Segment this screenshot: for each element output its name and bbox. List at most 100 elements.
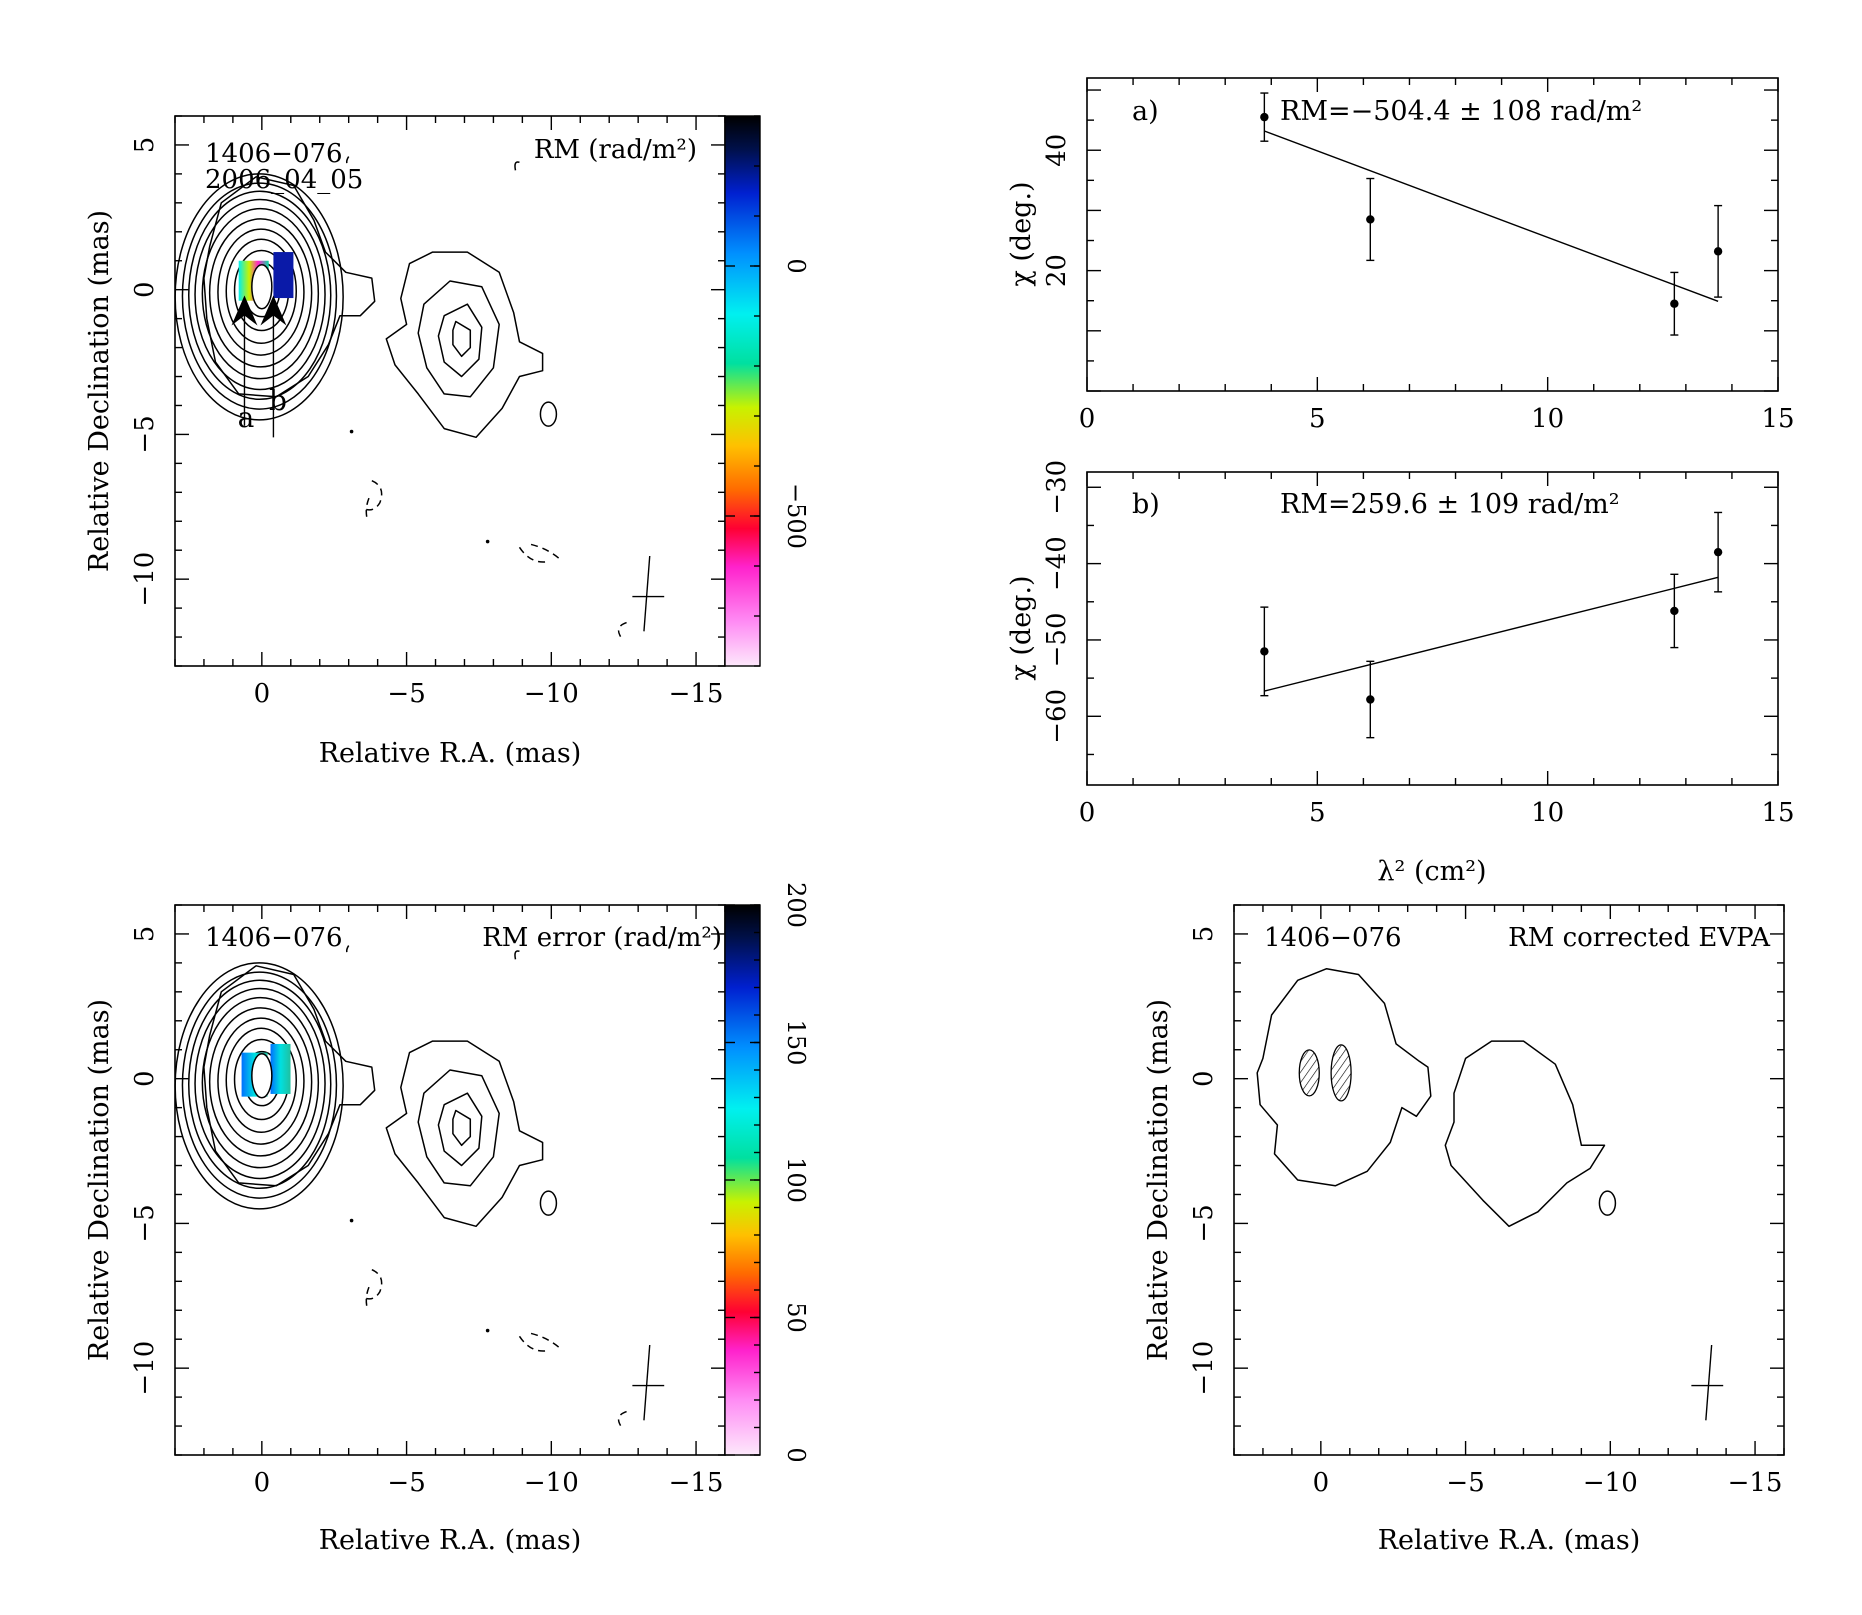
panel-b-point — [1670, 606, 1679, 616]
rm-error-map-xlabel: Relative R.A. (mas) — [319, 1525, 582, 1556]
rm-map-ytick-label: −5 — [130, 415, 160, 453]
rm-error-map-negative-contour — [365, 1286, 370, 1308]
panel-a-point — [1366, 215, 1375, 224]
rm-error-map-jet-contour — [452, 1109, 472, 1147]
rm-map-negative-contour — [363, 480, 383, 511]
rm-map-colorbar-ticks: 0 −500 — [725, 115, 810, 667]
rm-map-plot-area: 0 −5 −10 −15 5 0 −5 −10 — [130, 115, 726, 709]
panel-a-frame — [1086, 77, 1779, 392]
rm-map-quantity-label: RM (rad/m²) — [534, 135, 697, 165]
panel-b: 0 5 10 15 −30 −40 −50 −60 b) RM=259.6 ± 109 rad… — [1006, 460, 1795, 887]
evpa-map-ytick-label: 5 — [1189, 926, 1219, 943]
panel-b-xtick-label: 10 — [1531, 798, 1564, 828]
panel-b-data — [1260, 511, 1723, 739]
panel-a-xtick-label: 15 — [1761, 404, 1794, 434]
evpa-map-core-contour — [1256, 967, 1432, 1187]
panel-b-xtick-label: 15 — [1761, 798, 1794, 828]
rm-map-patch-b — [273, 252, 294, 299]
rm-map-xtick-label: −5 — [387, 679, 425, 709]
rm-map-region-label-a: a — [238, 401, 255, 434]
rm-error-map-color-patches — [241, 1043, 291, 1099]
rm-map-core-contour — [217, 228, 305, 356]
panel-a-point — [1713, 247, 1723, 256]
rm-error-map-colorbar-label: 150 — [782, 1020, 810, 1066]
rm-error-map-patch-b — [270, 1043, 291, 1094]
rm-error-map-jet-contour — [417, 1069, 500, 1187]
rm-error-map-knot-contour — [539, 1190, 558, 1216]
rm-error-map-core-contour — [174, 962, 344, 1210]
panel-b-frame — [1086, 471, 1779, 786]
rm-error-map-core-contour — [194, 987, 326, 1180]
rm-error-map-core-contour — [208, 1007, 313, 1157]
rm-error-map-negative-contour — [518, 1335, 550, 1352]
rm-error-map-frame — [174, 904, 726, 1456]
evpa-map-evpa-patch-b — [1330, 1044, 1352, 1102]
rm-map-xtick-label: −10 — [524, 679, 579, 709]
panel-a-label: a) — [1132, 96, 1159, 127]
rm-map-core-hole — [251, 264, 273, 310]
rm-map-frame — [174, 115, 726, 667]
evpa-map-ytick-label: −5 — [1189, 1204, 1219, 1242]
panel-a-ytick-label: 20 — [1042, 254, 1072, 287]
rm-error-map-ylabel: Relative Declination (mas) — [84, 999, 115, 1361]
panel-b-ytick-label: −30 — [1042, 460, 1072, 515]
rm-map-speck — [349, 429, 354, 434]
panel-a-point — [1670, 299, 1679, 308]
rm-error-map-fragment-contour — [345, 945, 350, 957]
rm-map-color-patches — [238, 252, 294, 310]
panel-b-ytick-label: −60 — [1042, 689, 1072, 744]
rm-error-map-speck — [485, 1328, 490, 1333]
rm-error-map-core-contour — [217, 1017, 305, 1145]
rm-error-map-xtick-label: 0 — [254, 1468, 271, 1498]
rm-map-epoch-label: 2006_04_05 — [205, 165, 363, 195]
rm-map-negative-contour — [530, 543, 560, 559]
rm-map-jet-contour — [417, 280, 500, 398]
rm-error-map-jet-contour — [437, 1092, 483, 1167]
rm-map-knot-contour — [539, 401, 558, 427]
rm-error-map-colorbar-label: 0 — [782, 1447, 810, 1462]
rm-error-map-source-label: 1406−076 — [205, 923, 343, 953]
rm-error-map-core-hole — [251, 1053, 273, 1099]
rm-error-map-ticks: 0 −5 −10 −15 5 0 −5 −10 — [130, 904, 726, 1498]
evpa-map-panel: 0 −5 −10 −15 5 0 −5 −10 1406−076 RM corrected E… — [1143, 904, 1785, 1556]
evpa-map-xtick-label: −5 — [1446, 1468, 1484, 1498]
panel-b-point — [1366, 695, 1375, 704]
rm-map-region-arrow-b — [231, 295, 258, 326]
panel-b-point — [1260, 647, 1269, 656]
panel-b-label: b) — [1132, 489, 1160, 520]
rm-error-map-colorbar-label: 100 — [782, 1157, 810, 1203]
evpa-map-xtick-label: −15 — [1728, 1468, 1783, 1498]
evpa-map-knot-contour — [1598, 1190, 1617, 1216]
rm-error-map-xtick-label: −10 — [524, 1468, 579, 1498]
rm-error-map-fragment-contour — [514, 950, 520, 960]
evpa-map-source-label: 1406−076 — [1264, 923, 1402, 953]
rm-map-region-label-b: b — [269, 384, 287, 417]
panel-b-xlabel: λ² (cm²) — [1377, 856, 1486, 887]
panel-b-fit-line — [1264, 576, 1719, 692]
rm-error-map-core-contour — [201, 996, 320, 1169]
panel-a-xtick-label: 5 — [1309, 404, 1326, 434]
rm-map-xtick-label: 0 — [254, 679, 271, 709]
panel-a-data — [1260, 92, 1723, 336]
rm-map-negative-contour — [518, 546, 550, 563]
panel-b-point — [1713, 547, 1723, 557]
rm-map-ytick-label: −10 — [130, 552, 160, 607]
panel-b-xtick-label: 0 — [1079, 798, 1096, 828]
rm-map-panel: 0 −5 −10 −15 5 0 −5 −10 0 −500 1406−076 2006_04_… — [84, 115, 810, 769]
rm-map-region-arrow-a — [260, 295, 287, 326]
rm-map-colorbar — [724, 115, 761, 667]
panel-a-point — [1260, 112, 1269, 122]
rm-map-core-contour — [187, 190, 332, 401]
panel-a-fit-label: RM=−504.4 ± 108 rad/m² — [1280, 96, 1642, 127]
rm-error-map-xtick-label: −5 — [387, 1468, 425, 1498]
panel-a-xtick-label: 0 — [1079, 404, 1096, 434]
evpa-map-jet-contour — [1444, 1040, 1606, 1228]
rm-map-speck — [485, 539, 490, 544]
rm-map-ytick-label: 0 — [130, 281, 160, 298]
rm-error-map-ytick-label: 0 — [130, 1070, 160, 1087]
panel-a-ylabel: χ (deg.) — [1006, 181, 1037, 286]
rm-map-colorbar-label: 0 — [782, 258, 810, 273]
evpa-map-frame — [1233, 904, 1785, 1456]
